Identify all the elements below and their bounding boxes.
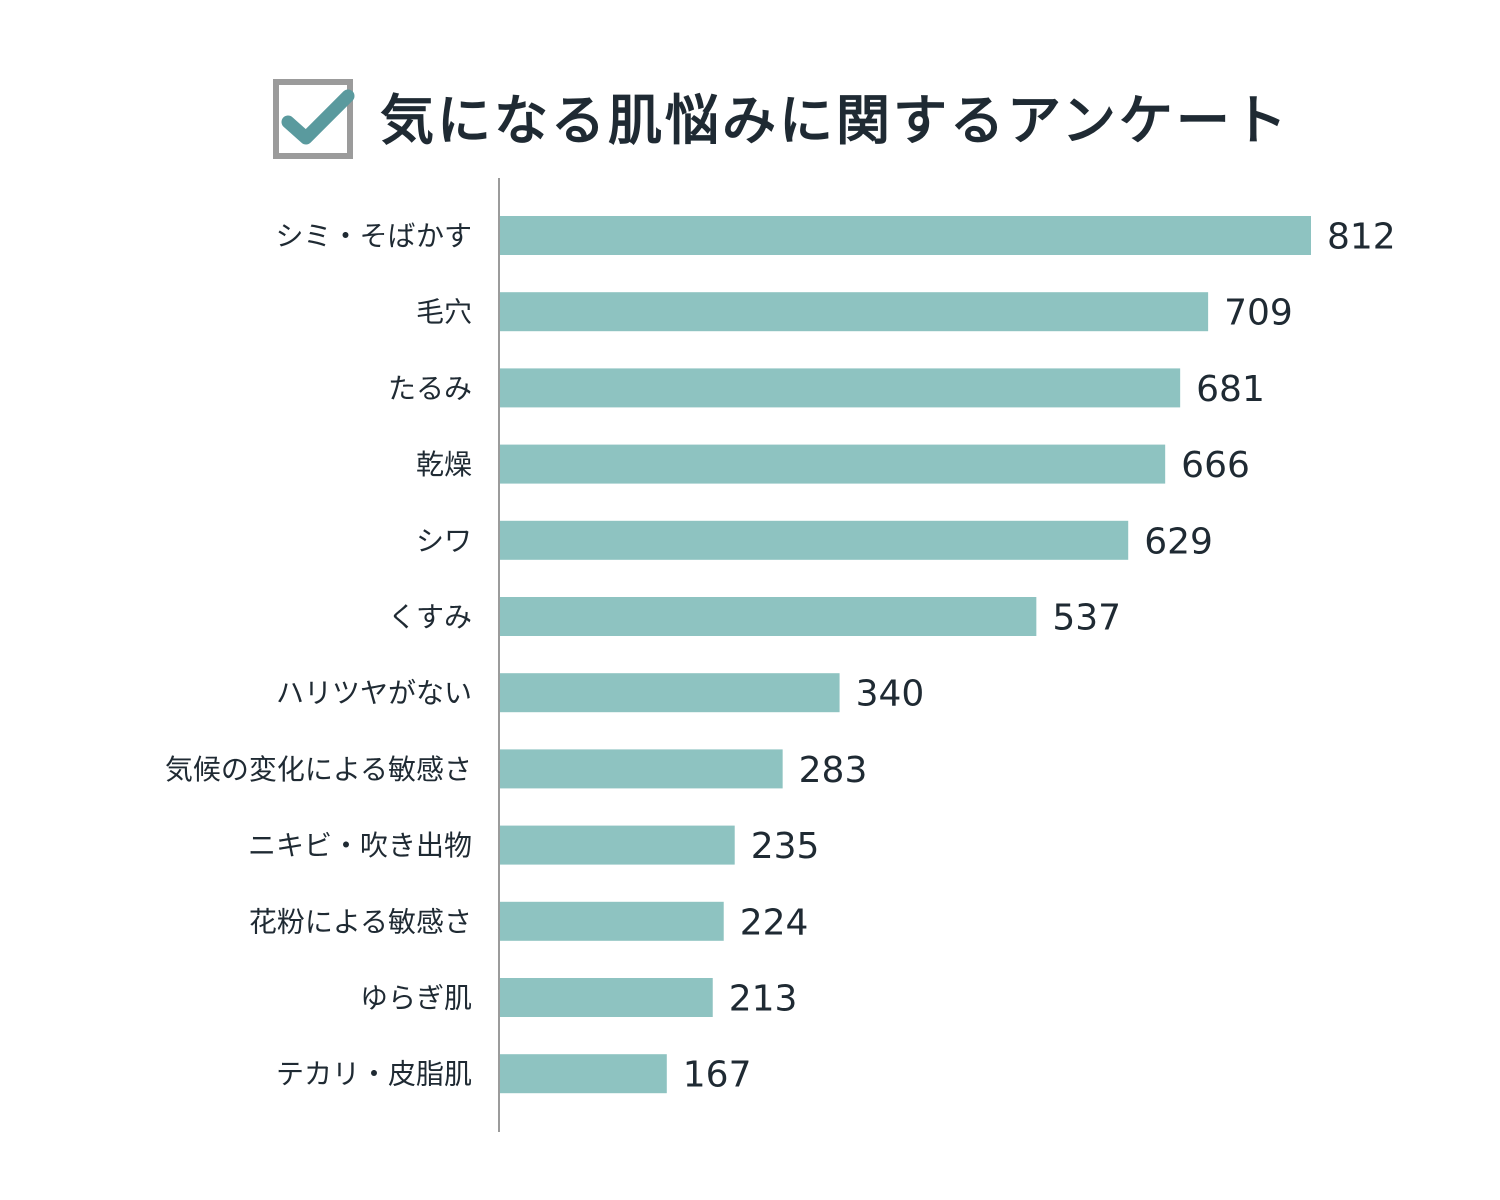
bar-5 xyxy=(500,520,1129,560)
bar-9 xyxy=(500,825,735,865)
bars-group xyxy=(500,216,1311,1094)
bar-10 xyxy=(500,901,724,941)
value-label-8: 283 xyxy=(799,750,868,791)
value-label-3: 681 xyxy=(1196,369,1265,410)
value-label-9: 235 xyxy=(751,826,820,867)
value-label-5: 629 xyxy=(1144,521,1213,562)
bar-12 xyxy=(500,1054,667,1094)
category-label-3: たるみ xyxy=(388,372,472,405)
checkbox-checked-icon xyxy=(273,79,355,159)
bar-6 xyxy=(500,597,1037,636)
category-label-10: 花粉による敏感さ xyxy=(249,905,472,938)
bar-1 xyxy=(500,216,1311,255)
category-label-9: ニキビ・吹き出物 xyxy=(248,829,472,862)
bar-3 xyxy=(500,368,1181,408)
chart-title: 気になる肌悩みに関するアンケート xyxy=(380,89,1290,152)
bar-8 xyxy=(500,749,783,789)
category-label-5: シワ xyxy=(416,524,472,557)
value-label-11: 213 xyxy=(729,979,798,1020)
bar-7 xyxy=(500,673,840,713)
value-label-2: 709 xyxy=(1224,293,1293,334)
category-label-11: ゆらぎ肌 xyxy=(360,982,472,1015)
value-label-6: 537 xyxy=(1052,598,1121,639)
category-label-4: 乾燥 xyxy=(416,448,472,481)
category-label-1: シミ・そばかす xyxy=(275,220,472,253)
chart-header: 気になる肌悩みに関するアンケート xyxy=(0,0,1500,170)
bar-2 xyxy=(500,292,1209,332)
value-labels-group: 812 709 681 666 629 537 340 283 235 224 213 167 xyxy=(683,217,1396,1096)
category-label-6: くすみ xyxy=(388,601,472,634)
bar-11 xyxy=(500,978,713,1017)
category-label-2: 毛穴 xyxy=(416,296,472,329)
value-label-7: 340 xyxy=(856,674,925,715)
category-labels-group: シミ・そばかす毛穴たるみ乾燥シワくすみハリツヤがない気候の変化による敏感さニキビ… xyxy=(165,220,472,1091)
value-label-10: 224 xyxy=(740,902,809,943)
bar-4 xyxy=(500,444,1166,484)
value-label-1: 812 xyxy=(1327,217,1396,258)
value-label-4: 666 xyxy=(1181,445,1250,486)
category-label-7: ハリツヤがない xyxy=(276,677,472,710)
category-label-12: テカリ・皮脂肌 xyxy=(276,1058,472,1091)
category-label-8: 気候の変化による敏感さ xyxy=(165,753,472,786)
value-label-12: 167 xyxy=(683,1055,752,1096)
